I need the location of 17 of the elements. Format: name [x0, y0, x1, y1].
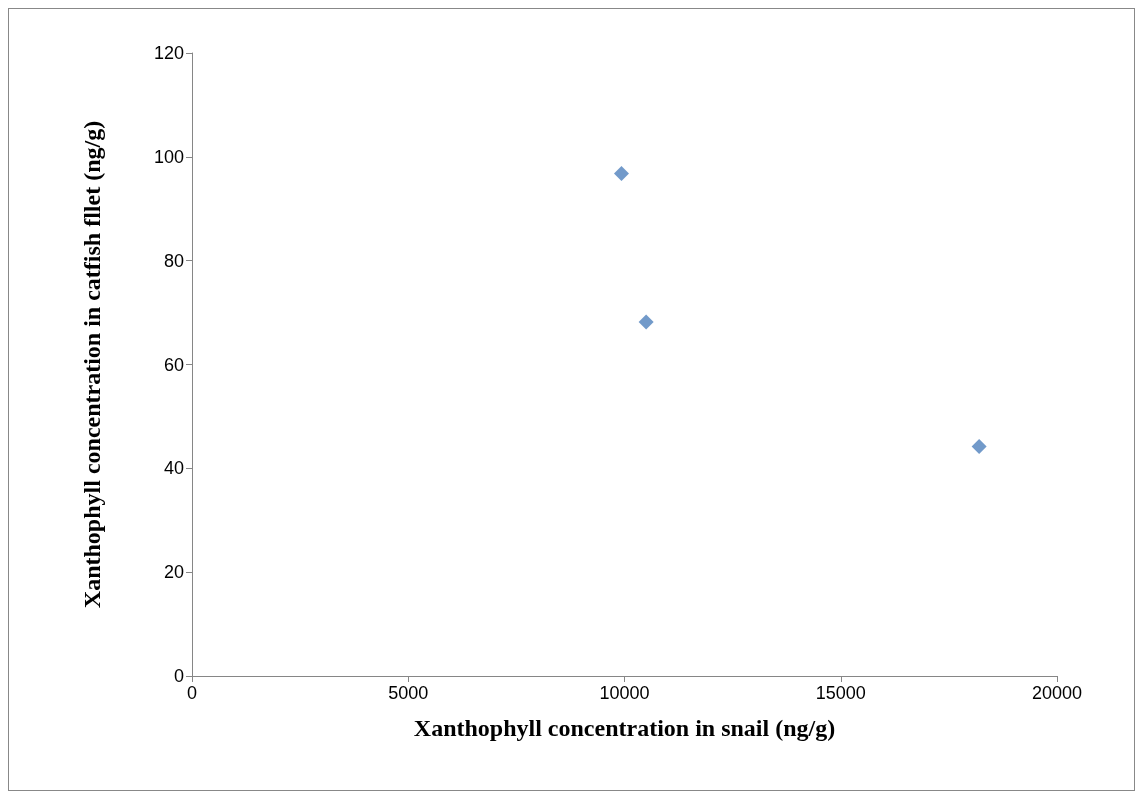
y-tick-label: 80 — [163, 250, 184, 271]
y-tick-label: 20 — [163, 562, 184, 583]
point — [971, 439, 987, 455]
y-tick-label: 100 — [153, 146, 184, 167]
point — [638, 314, 654, 330]
y-tick-label: 40 — [163, 458, 184, 479]
point — [613, 165, 629, 181]
x-axis-title: Xanthophyll concentration in snail (ng/g) — [413, 715, 836, 741]
y-tick-label: 60 — [163, 354, 184, 375]
y-axis-title: Xanthophyll concentration in catfish fllet (ng/g) — [79, 120, 105, 609]
x-tick-label: 0 — [186, 683, 198, 703]
x-tick-label: 5000 — [388, 683, 429, 703]
x-tick-label: 20000 — [1031, 683, 1083, 703]
x-tick-label: 10000 — [599, 683, 650, 703]
y-tick-label: 0 — [173, 666, 184, 686]
x-tick-label: 15000 — [815, 683, 866, 703]
y-tick-label: 120 — [153, 43, 184, 63]
